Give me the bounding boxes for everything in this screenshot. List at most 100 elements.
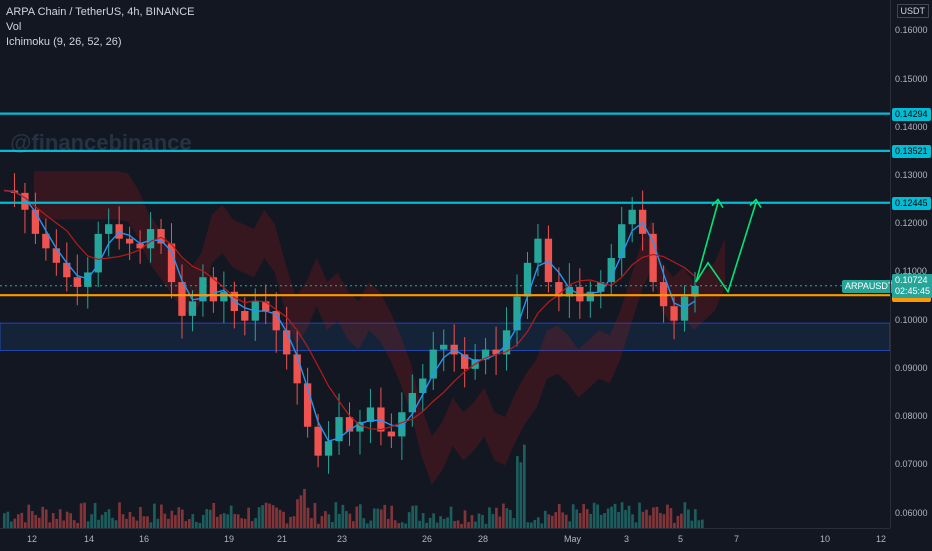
candle-body xyxy=(115,224,123,239)
volume-bar xyxy=(526,522,530,528)
price-tick-label: 0.16000 xyxy=(895,25,928,36)
candle-body xyxy=(649,233,657,283)
candle-body xyxy=(481,349,490,360)
volume-bar xyxy=(400,522,404,528)
volume-bar xyxy=(104,511,107,528)
volume-bar xyxy=(561,512,565,528)
volume-bar xyxy=(543,510,547,528)
price-axis[interactable]: USDT 0.16000 0.15000 0.14000 0.13000 0.12000… xyxy=(890,0,932,528)
volume-bar xyxy=(285,523,289,528)
volume-bar xyxy=(522,444,526,528)
candle-body xyxy=(565,286,574,297)
time-tick-label: 12 xyxy=(876,534,887,544)
candle-body xyxy=(356,421,364,432)
volume-bar xyxy=(589,513,592,528)
volume-bar xyxy=(58,509,62,528)
ichimoku-indicator-label[interactable]: Ichimoku (9, 26, 52, 26) xyxy=(6,36,122,48)
volume-bar xyxy=(149,522,153,528)
volume-bar xyxy=(599,514,603,528)
candle-body xyxy=(670,306,678,321)
current-price: 0.10724 xyxy=(895,274,928,285)
currency-label[interactable]: USDT xyxy=(896,4,929,18)
price-tick-label: 0.06000 xyxy=(895,507,928,518)
candle-body xyxy=(293,354,301,384)
volume-bar xyxy=(44,509,48,528)
volume-bar xyxy=(484,523,488,528)
volume-bar xyxy=(51,513,55,528)
volume-bar xyxy=(669,508,673,528)
price-tick-label: 0.14000 xyxy=(895,121,928,132)
volume-bar xyxy=(449,506,453,528)
volume-bar xyxy=(393,520,397,528)
time-tick-label: 28 xyxy=(478,534,489,544)
volume-bar xyxy=(603,513,606,528)
symbol-title[interactable]: ARPA Chain / TetherUS, 4h, BINANCE xyxy=(6,6,195,18)
volume-bar xyxy=(194,522,198,528)
volume-bar xyxy=(128,511,132,528)
volume-bar xyxy=(205,509,209,528)
volume-bar xyxy=(23,522,27,528)
volume-bar xyxy=(240,518,244,528)
volume-bar xyxy=(638,502,641,528)
volume-bar xyxy=(418,520,421,528)
volume-bar xyxy=(554,512,558,528)
volume-bar xyxy=(90,514,93,528)
volume-bar xyxy=(495,507,498,528)
candle-body xyxy=(157,229,165,244)
volume-bar xyxy=(442,518,446,528)
chart-area[interactable]: @financebinance ARPA Chain / TetherUS, 4… xyxy=(0,0,897,528)
volume-bar xyxy=(79,503,83,528)
projection-arrowhead xyxy=(711,198,724,208)
volume-bar xyxy=(30,511,34,528)
volume-bar xyxy=(65,511,69,528)
volume-bar xyxy=(673,522,676,528)
price-tick-label: 0.10000 xyxy=(895,314,928,325)
volume-bar xyxy=(460,523,463,528)
volume-bar xyxy=(659,512,662,528)
volume-bar xyxy=(596,504,599,528)
volume-bar xyxy=(662,514,666,528)
volume-bar xyxy=(198,522,202,528)
volume-bar xyxy=(547,514,551,528)
volume-indicator-label[interactable]: Vol xyxy=(6,21,22,33)
volume-bar xyxy=(369,520,373,528)
volume-bar xyxy=(634,522,638,528)
candle-body xyxy=(618,224,626,258)
volume-bar xyxy=(652,507,655,528)
chart-canvas[interactable] xyxy=(0,0,891,528)
volume-bar xyxy=(187,519,191,528)
volume-bar xyxy=(121,514,125,528)
volume-bar xyxy=(268,503,271,528)
volume-bar xyxy=(219,514,223,528)
candle-body xyxy=(63,262,71,278)
volume-bar xyxy=(358,504,362,528)
volume-bar xyxy=(86,521,90,528)
volume-bar xyxy=(575,509,579,528)
volume-bar xyxy=(533,519,537,528)
candle-body xyxy=(366,407,375,422)
volume-bar xyxy=(641,511,645,528)
volume-bar xyxy=(463,510,467,528)
line-price-tag: 0.14294 xyxy=(892,107,931,121)
candle-body xyxy=(84,272,92,287)
volume-bar xyxy=(620,502,624,528)
time-tick-label: 7 xyxy=(734,534,740,544)
candle-body xyxy=(555,282,563,297)
volume-bar xyxy=(100,514,104,528)
volume-bar xyxy=(236,514,240,528)
volume-bar xyxy=(229,505,233,528)
volume-bar xyxy=(215,516,219,528)
volume-bar xyxy=(456,520,460,528)
volume-bar xyxy=(6,511,10,528)
candle-body xyxy=(324,441,333,456)
volume-bar xyxy=(432,513,435,528)
volume-bar xyxy=(697,520,701,528)
candle-body xyxy=(188,301,197,316)
time-axis[interactable]: 12 14 16 19 21 23 26 28 May 3 5 7 10 12 xyxy=(0,528,890,551)
candle-body xyxy=(345,417,354,432)
volume-bar xyxy=(351,521,355,528)
volume-bar xyxy=(201,514,205,528)
volume-bar xyxy=(135,520,139,528)
volume-bar xyxy=(421,513,425,528)
volume-bar xyxy=(34,514,38,528)
